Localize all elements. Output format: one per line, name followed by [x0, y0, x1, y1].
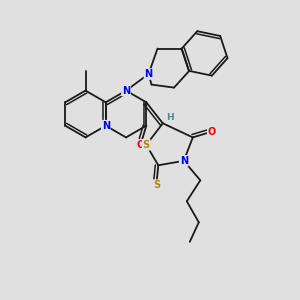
Text: N: N — [145, 69, 153, 79]
Text: N: N — [122, 85, 130, 96]
Text: S: S — [153, 180, 160, 190]
Text: N: N — [180, 156, 188, 166]
Text: O: O — [208, 127, 216, 137]
Text: N: N — [102, 121, 110, 131]
Text: S: S — [143, 140, 150, 150]
Text: O: O — [136, 140, 145, 150]
Text: H: H — [167, 113, 174, 122]
